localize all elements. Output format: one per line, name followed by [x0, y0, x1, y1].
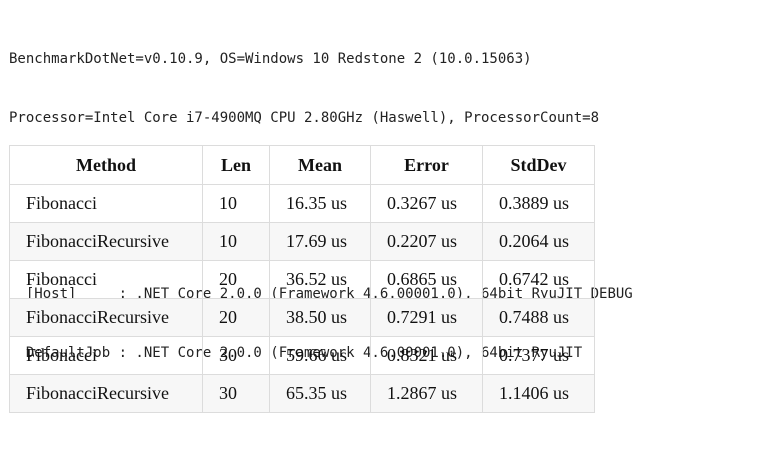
benchmark-results-table: Method Len Mean Error StdDev Fibonacci 1…: [9, 145, 595, 413]
cell-mean: 38.50 us: [269, 298, 371, 337]
processor-line: Processor=Intel Core i7-4900MQ CPU 2.80G…: [9, 109, 600, 126]
table-row: Fibonacci 20 36.52 us 0.6865 us 0.6742 u…: [9, 260, 595, 299]
cell-error: 0.6865 us: [370, 260, 483, 299]
cell-method: Fibonacci: [9, 184, 203, 223]
cell-len: 10: [202, 184, 270, 223]
cell-error: 1.2867 us: [370, 374, 483, 413]
cell-stddev: 0.7488 us: [482, 298, 595, 337]
column-header-mean: Mean: [269, 145, 371, 185]
cell-mean: 17.69 us: [269, 222, 371, 261]
cell-error: 0.3267 us: [370, 184, 483, 223]
cell-len: 30: [202, 374, 270, 413]
cell-stddev: 0.2064 us: [482, 222, 595, 261]
cell-stddev: 0.7377 us: [482, 336, 595, 375]
cell-stddev: 0.6742 us: [482, 260, 595, 299]
column-header-len: Len: [202, 145, 270, 185]
cell-mean: 59.66 us: [269, 336, 371, 375]
cell-len: 30: [202, 336, 270, 375]
cell-method: Fibonacci: [9, 260, 203, 299]
cell-error: 0.2207 us: [370, 222, 483, 261]
cell-stddev: 0.3889 us: [482, 184, 595, 223]
column-header-error: Error: [370, 145, 483, 185]
table-header-row: Method Len Mean Error StdDev: [9, 145, 595, 185]
cell-stddev: 1.1406 us: [482, 374, 595, 413]
column-header-method: Method: [9, 145, 203, 185]
cell-mean: 65.35 us: [269, 374, 371, 413]
table-row: Fibonacci 10 16.35 us 0.3267 us 0.3889 u…: [9, 184, 595, 223]
benchmark-version-line: BenchmarkDotNet=v0.10.9, OS=Windows 10 R…: [9, 51, 532, 68]
table-row: FibonacciRecursive 20 38.50 us 0.7291 us…: [9, 298, 595, 337]
cell-error: 0.7291 us: [370, 298, 483, 337]
cell-len: 10: [202, 222, 270, 261]
cell-len: 20: [202, 260, 270, 299]
column-header-stddev: StdDev: [482, 145, 595, 185]
table-row: Fibonacci 30 59.66 us 0.8321 us 0.7377 u…: [9, 336, 595, 375]
table-row: FibonacciRecursive 10 17.69 us 0.2207 us…: [9, 222, 595, 261]
cell-mean: 36.52 us: [269, 260, 371, 299]
cell-len: 20: [202, 298, 270, 337]
cell-method: FibonacciRecursive: [9, 222, 203, 261]
table-row: FibonacciRecursive 30 65.35 us 1.2867 us…: [9, 374, 595, 413]
cell-error: 0.8321 us: [370, 336, 483, 375]
cell-method: FibonacciRecursive: [9, 374, 203, 413]
cell-method: Fibonacci: [9, 336, 203, 375]
cell-mean: 16.35 us: [269, 184, 371, 223]
cell-method: FibonacciRecursive: [9, 298, 203, 337]
